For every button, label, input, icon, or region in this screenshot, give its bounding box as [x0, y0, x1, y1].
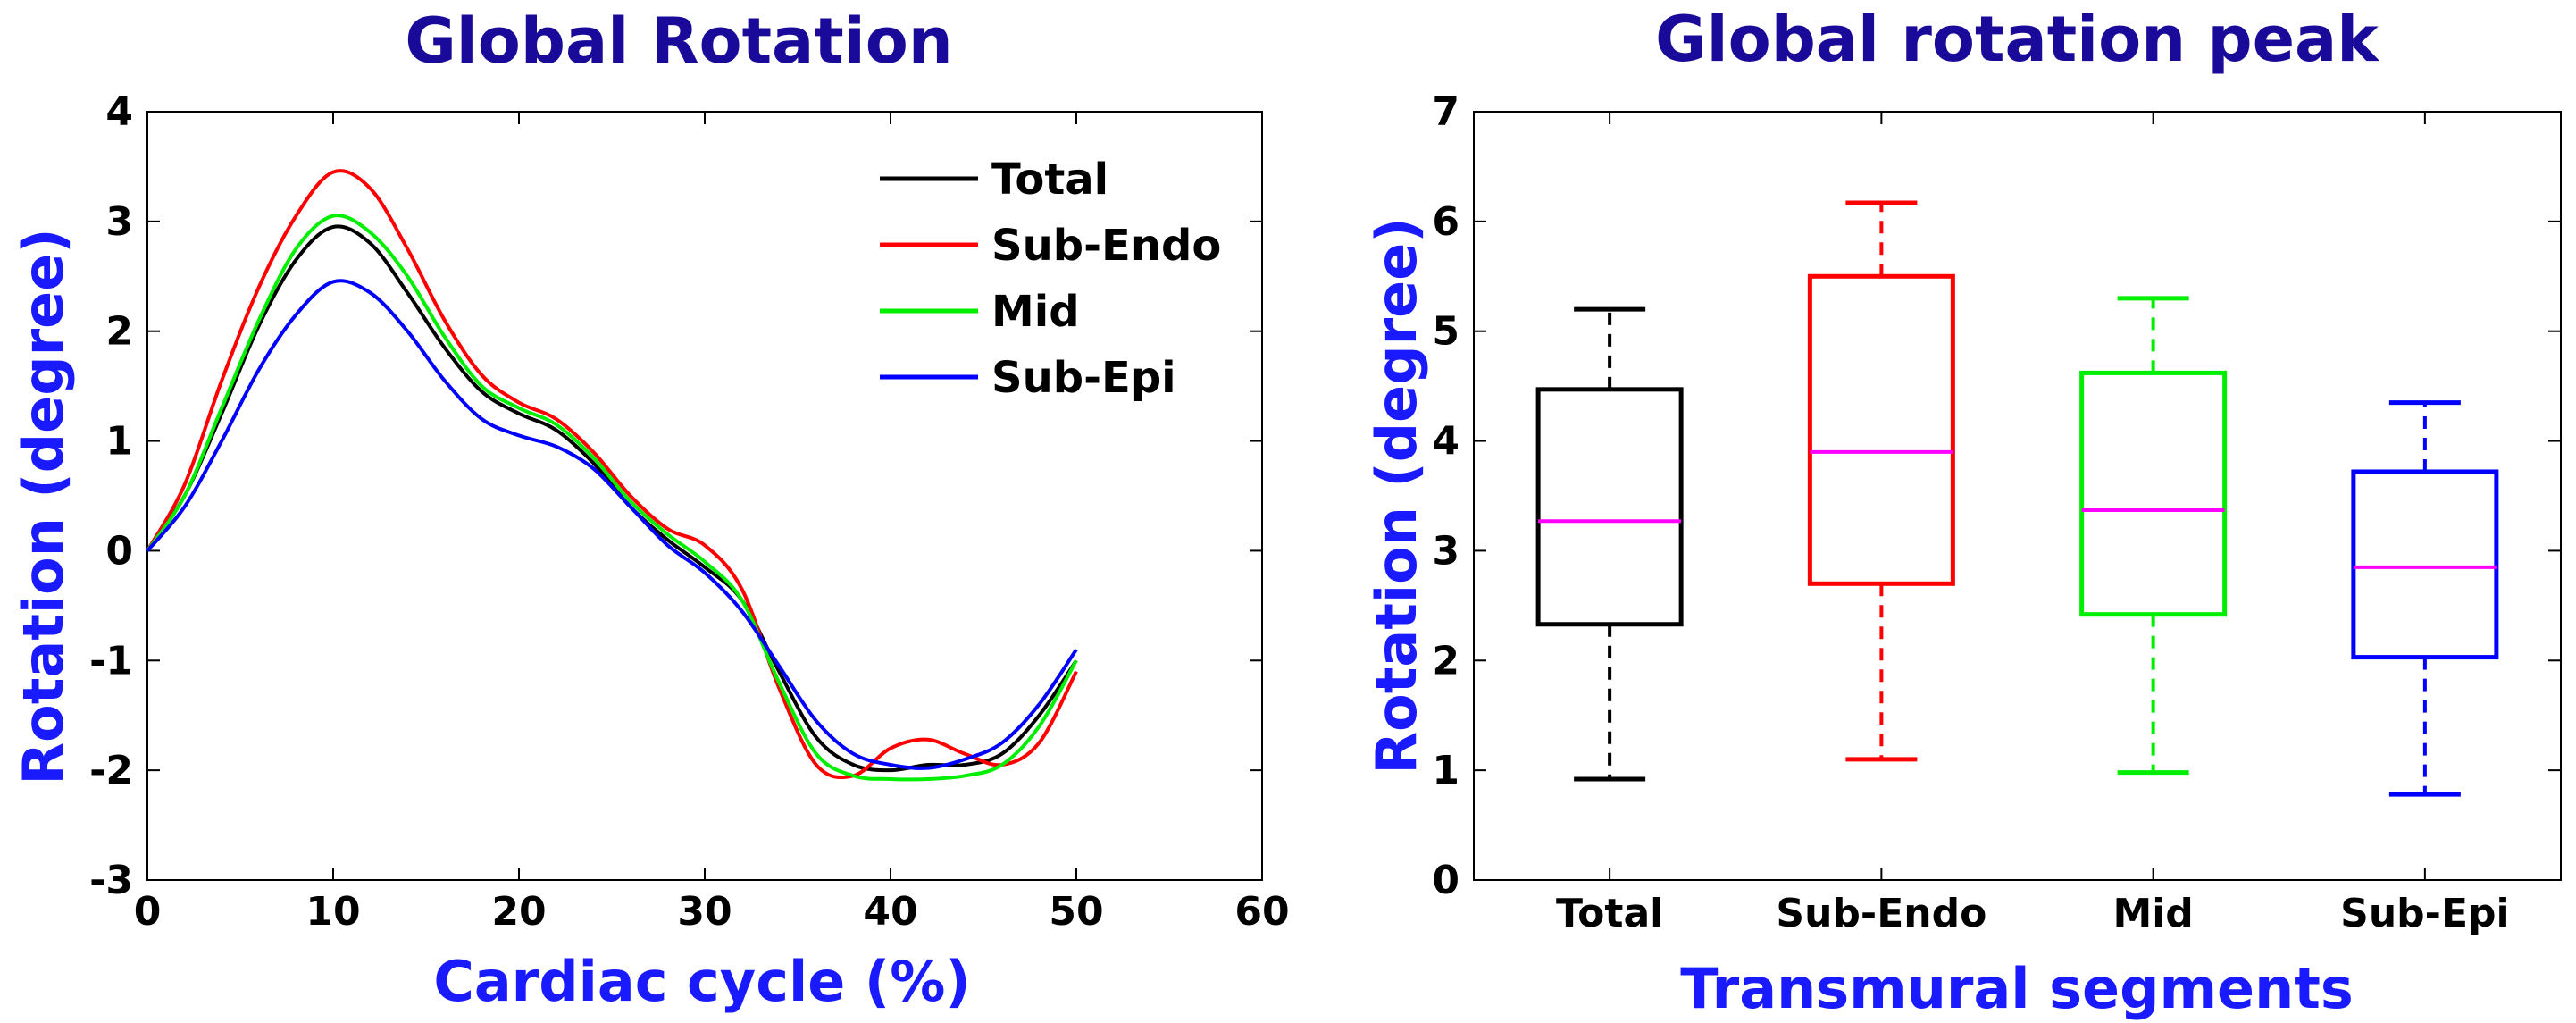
line-chart: Global Rotation 0 10 20 30 40 50 6043210-1-2-3… [11, 4, 1290, 1014]
iqr-box [2079, 370, 2228, 617]
x-tick-label: 30 [677, 889, 732, 935]
y-tick-label: 4 [1432, 419, 1459, 465]
box-total [1535, 306, 1684, 782]
x-tick-label: 40 [863, 889, 917, 935]
line-chart-title: Global Rotation [405, 4, 952, 78]
series-line-mid [146, 214, 1078, 782]
y-tick-label: -1 [89, 638, 133, 683]
y-tick-label: 5 [1432, 309, 1459, 355]
series-line-sub-endo [146, 169, 1078, 780]
box-chart: Global rotation peak 7 6 5 4 3 2 1 0 Total Sub-En… [1364, 3, 2562, 1021]
legend-label: Mid [991, 287, 1080, 337]
x-tick-label: 50 [1049, 889, 1103, 935]
x-tick-label: Mid [2112, 891, 2193, 936]
x-tick-label: 60 [1234, 889, 1289, 935]
y-tick-label: 0 [1432, 858, 1459, 903]
line-chart-y-label: Rotation (degree) [11, 228, 76, 784]
iqr-box [2351, 469, 2499, 660]
box-chart-axes-box [1473, 111, 2562, 881]
x-tick-label: 10 [305, 889, 360, 935]
y-tick-label: -3 [89, 858, 133, 903]
box-sub-endo [1807, 200, 1955, 762]
legend-label: Total [991, 155, 1108, 205]
legend-label: Sub-Endo [991, 221, 1221, 271]
box-chart-y-label: Rotation (degree) [1364, 217, 1429, 774]
series-line-sub-epi [146, 279, 1078, 770]
box-chart-x-label: Transmural segments [1680, 956, 2354, 1021]
y-tick-label: 7 [1432, 89, 1459, 135]
y-tick-label: 1 [1432, 748, 1459, 793]
box-chart-title: Global rotation peak [1655, 3, 2379, 76]
x-tick-label: 0 [134, 889, 162, 935]
x-tick-label: Total [1556, 891, 1663, 936]
y-tick-label: 6 [1432, 199, 1459, 245]
series-line-total [146, 224, 1078, 773]
y-tick-label: 3 [1432, 528, 1459, 574]
iqr-box [1807, 273, 1955, 586]
x-tick-label: Sub-Endo [1776, 891, 1986, 936]
x-tick-label: 20 [491, 889, 546, 935]
box-mid [2079, 296, 2228, 776]
iqr-box [1535, 387, 1684, 627]
x-tick-label: Sub-Epi [2340, 891, 2509, 936]
y-tick-label: 4 [105, 89, 133, 135]
line-chart-x-label: Cardiac cycle (%) [433, 949, 970, 1014]
legend-label: Sub-Epi [991, 353, 1176, 403]
y-tick-label: 2 [1432, 638, 1459, 683]
box-chart-plot-area: 7 6 5 4 3 2 1 0 Total Sub-Endo Mid Sub-Epi [1432, 89, 2562, 936]
y-tick-label: -2 [89, 748, 133, 793]
box-sub-epi [2351, 400, 2499, 797]
line-chart-legend: Total Sub-Endo Mid Sub-Epi [880, 155, 1221, 403]
y-tick-label: 1 [105, 419, 133, 465]
y-tick-label: 3 [105, 199, 133, 245]
y-tick-label: 0 [105, 528, 133, 574]
y-tick-label: 2 [105, 309, 133, 355]
